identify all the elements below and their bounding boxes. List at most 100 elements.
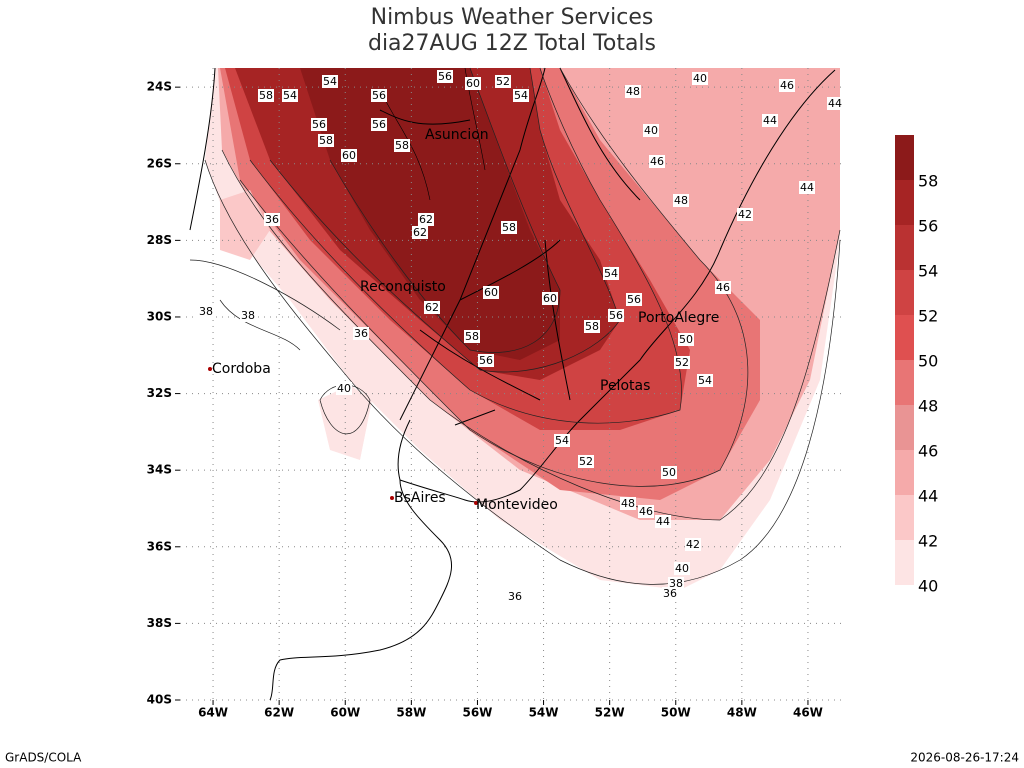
contour-label-bg	[678, 333, 694, 346]
contour-label-bg	[692, 72, 708, 85]
contour-label-bg	[501, 221, 517, 234]
contour-label-bg	[483, 286, 499, 299]
contour-label: 42	[686, 538, 700, 551]
coastline-borders	[189, 67, 836, 701]
city-label: Reconquisto	[360, 279, 446, 295]
contour-label: 58	[395, 139, 409, 152]
contour-label: 56	[627, 293, 641, 306]
city-marker	[208, 367, 212, 371]
contour-label-bg	[715, 281, 731, 294]
contour-label: 50	[662, 466, 676, 479]
contour-label: 38	[199, 305, 213, 318]
footer-right: 2026-08-26-17:24	[910, 751, 1019, 765]
contour-label-bg	[626, 293, 642, 306]
contour-label-bg	[412, 226, 428, 239]
contour-label: 58	[502, 221, 516, 234]
contour-label: 36	[508, 590, 522, 603]
contour-label: 60	[484, 286, 498, 299]
contour-label-bg	[673, 194, 689, 207]
contour-label-bg	[258, 89, 274, 102]
y-tick-label: 36S	[147, 539, 172, 553]
field-fill	[220, 190, 270, 260]
contour-label-bg	[437, 70, 453, 83]
contour-label-bg	[737, 208, 753, 221]
contour-label-bg	[578, 455, 594, 468]
contour-label-bg	[264, 213, 280, 226]
contour-label: 46	[716, 281, 730, 294]
contour-label: 50	[679, 333, 693, 346]
x-tick-label: 52W	[595, 706, 625, 720]
contour-label: 58	[319, 134, 333, 147]
contour-label-bg	[662, 587, 678, 600]
contour-label: 44	[800, 181, 814, 194]
city-label: Pelotas	[600, 378, 650, 394]
colorbar-swatch	[895, 135, 914, 180]
colorbar-swatch	[895, 270, 914, 315]
city-label: BsAires	[394, 490, 446, 506]
colorbar-label: 58	[918, 172, 938, 191]
contour-label-bg	[603, 267, 619, 280]
colorbar-swatch	[895, 315, 914, 360]
contour-label-bg	[495, 75, 511, 88]
contour-label-bg	[638, 505, 654, 518]
contour-label: 52	[496, 75, 510, 88]
contour-label-bg	[424, 301, 440, 314]
borders	[379, 67, 571, 481]
city-label: PortoAlegre	[638, 310, 719, 326]
contour-label-bg	[371, 118, 387, 131]
colorbar-swatch	[895, 495, 914, 540]
footer-left: GrADS/COLA	[5, 751, 82, 765]
colorbar-swatch	[895, 225, 914, 270]
contour-label-bg	[418, 213, 434, 226]
colorbar-label: 44	[918, 487, 938, 506]
city-label: Cordoba	[212, 361, 271, 377]
contour-label-bg	[507, 590, 523, 603]
contour-label-bg	[353, 327, 369, 340]
contour-label: 40	[693, 72, 707, 85]
contour-label: 60	[342, 149, 356, 162]
contour-label-bg	[799, 181, 815, 194]
contour-label: 40	[644, 124, 658, 137]
contour-label-bg	[668, 577, 684, 590]
colorbar-swatch	[895, 540, 914, 585]
colorbar-label: 40	[918, 577, 938, 596]
contour-label-bg	[674, 356, 690, 369]
contour-label-bg	[674, 562, 690, 575]
contour-label-bg	[322, 75, 338, 88]
contour-label-bg	[465, 77, 481, 90]
title: Nimbus Weather Services	[371, 5, 654, 30]
contour-label-bg	[371, 89, 387, 102]
contour-label: 46	[780, 79, 794, 92]
contour-label: 44	[656, 515, 670, 528]
contour-label-bg	[394, 139, 410, 152]
contour-label-bg	[464, 330, 480, 343]
contour-label: 58	[585, 320, 599, 333]
contour-label: 62	[413, 226, 427, 239]
x-tick-label: 58W	[396, 706, 426, 720]
x-tick-label: 46W	[793, 706, 823, 720]
contour-label: 46	[639, 505, 653, 518]
contour-label: 40	[337, 382, 351, 395]
contour-label-bg	[661, 466, 677, 479]
contour-label-bg	[608, 309, 624, 322]
colorbar-swatch	[895, 180, 914, 225]
contour-label-bg	[625, 85, 641, 98]
contour-label: 54	[604, 267, 618, 280]
contour-label: 60	[543, 292, 557, 305]
contour-label: 38	[669, 577, 683, 590]
contour-label: 54	[283, 89, 297, 102]
contour-label: 36	[663, 587, 677, 600]
contour-label-bg	[655, 515, 671, 528]
contour-label-bg	[827, 97, 843, 110]
contour-label-bg	[341, 149, 357, 162]
contour-label: 36	[265, 213, 279, 226]
contour-label: 52	[579, 455, 593, 468]
contour-label-bg	[584, 320, 600, 333]
contour-label: 48	[626, 85, 640, 98]
contour-label: 38	[241, 309, 255, 322]
contour-label: 60	[466, 77, 480, 90]
contour-label: 52	[675, 356, 689, 369]
city-marker	[390, 496, 394, 500]
contour-label-bg	[198, 305, 214, 318]
